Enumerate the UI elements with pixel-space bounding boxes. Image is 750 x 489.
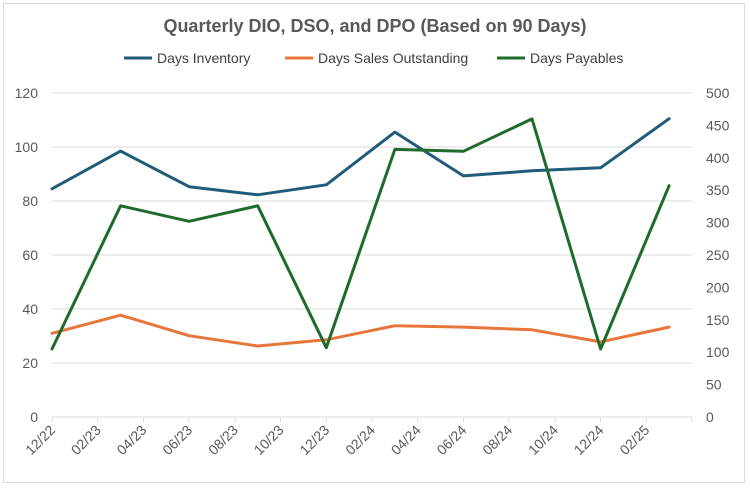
gridlines bbox=[52, 92, 692, 418]
left-tick-label: 120 bbox=[15, 85, 39, 101]
left-y-axis: 0 20 40 60 80 100 120 bbox=[15, 85, 39, 425]
right-tick-label: 400 bbox=[706, 150, 730, 166]
x-axis: 12/22 02/23 04/23 06/23 08/23 10/23 12/23 02/24… bbox=[22, 417, 693, 458]
right-tick-label: 350 bbox=[706, 182, 730, 198]
right-tick-label: 100 bbox=[706, 344, 730, 360]
right-tick-label: 0 bbox=[706, 409, 714, 425]
right-tick-label: 300 bbox=[706, 215, 730, 231]
left-tick-label: 60 bbox=[22, 247, 38, 263]
right-tick-label: 500 bbox=[706, 85, 730, 101]
legend-label: Days Sales Outstanding bbox=[318, 50, 468, 66]
right-tick-label: 150 bbox=[706, 312, 730, 328]
chart-frame bbox=[3, 3, 745, 483]
x-tick-label: 12/23 bbox=[296, 422, 332, 458]
x-tick-label: 12/22 bbox=[22, 422, 58, 458]
x-tick-label: 08/23 bbox=[205, 422, 241, 458]
legend: Days Inventory Days Sales Outstanding Days… bbox=[124, 50, 623, 66]
x-tick-label: 02/24 bbox=[342, 422, 378, 458]
left-tick-label: 100 bbox=[15, 139, 39, 155]
right-y-axis: 0 50 100 150 200 250 300 350 400 450 500 bbox=[706, 85, 730, 425]
x-tick-label: 06/24 bbox=[433, 422, 469, 458]
x-tick-label: 04/24 bbox=[388, 422, 424, 458]
series-line-days-sales-outstanding bbox=[50, 313, 671, 348]
legend-label: Days Payables bbox=[530, 50, 623, 66]
left-tick-label: 0 bbox=[30, 409, 38, 425]
x-tick-label: 04/23 bbox=[113, 422, 149, 458]
series-line-days-payables bbox=[50, 117, 671, 351]
x-tick-label: 02/23 bbox=[68, 422, 104, 458]
x-tick-label: 12/24 bbox=[571, 422, 607, 458]
x-tick-label: 02/25 bbox=[616, 422, 652, 458]
series-lines bbox=[50, 117, 671, 351]
x-tick-label: 10/24 bbox=[525, 422, 561, 458]
x-tick-label: 08/24 bbox=[479, 422, 515, 458]
x-tick-label: 10/23 bbox=[251, 422, 287, 458]
x-tick-label: 06/23 bbox=[159, 422, 195, 458]
left-tick-label: 80 bbox=[22, 193, 38, 209]
left-tick-label: 20 bbox=[22, 355, 38, 371]
right-tick-label: 200 bbox=[706, 279, 730, 295]
left-tick-label: 40 bbox=[22, 301, 38, 317]
series-line-days-inventory bbox=[50, 117, 671, 197]
right-tick-label: 250 bbox=[706, 247, 730, 263]
legend-label: Days Inventory bbox=[157, 50, 250, 66]
chart-title: Quarterly DIO, DSO, and DPO (Based on 90… bbox=[163, 16, 586, 36]
right-tick-label: 50 bbox=[706, 377, 722, 393]
right-tick-label: 450 bbox=[706, 117, 730, 133]
